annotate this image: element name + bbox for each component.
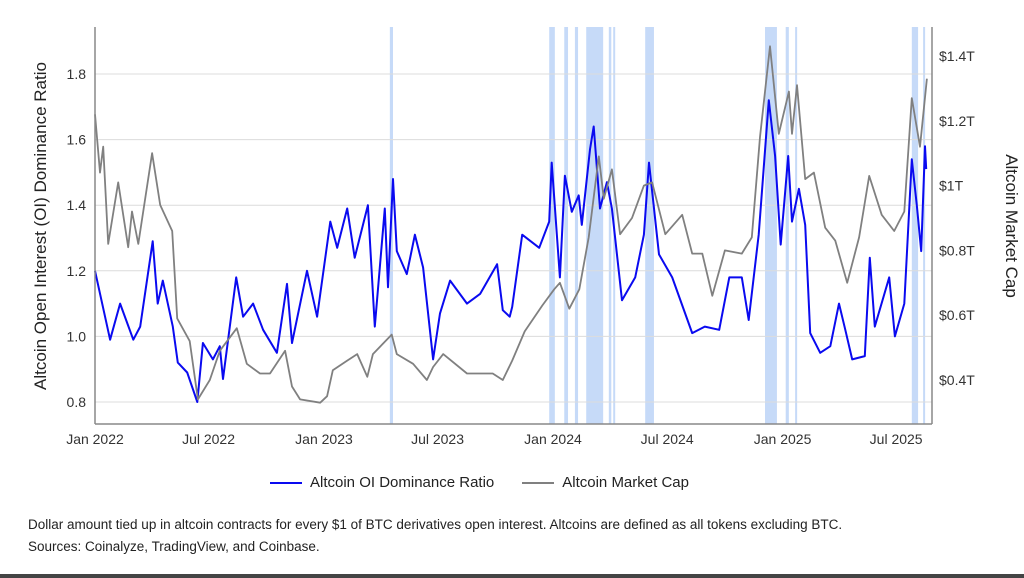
legend-item-market-cap[interactable]: Altcoin Market Cap: [522, 474, 689, 491]
shaded-periods: [389, 27, 926, 424]
x-tick-label: Jan 2025: [754, 431, 812, 447]
shaded-period: [549, 27, 555, 424]
x-tick-label: Jul 2023: [411, 431, 464, 447]
legend-swatch-gray: [522, 481, 555, 484]
shaded-period: [574, 27, 579, 424]
y-axis-left-title: Altcoin Open Interest (OI) Dominance Rat…: [31, 62, 50, 390]
dual-axis-line-chart: 0.8 1.0 1.2 1.4 1.6 1.8 $0.4T $0.6T $0.8T $1T $1.2…: [31, 27, 1021, 447]
y-axis-right-title: Altcoin Market Cap: [1002, 154, 1021, 298]
shaded-period: [911, 27, 919, 424]
shaded-period: [564, 27, 569, 424]
y-tick-label-left: 1.8: [67, 66, 87, 82]
y-tick-label-right: $0.8T: [939, 242, 975, 258]
legend-label: Altcoin Market Cap: [562, 474, 689, 491]
y-tick-label-left: 1.2: [67, 263, 87, 279]
y-tick-label-left: 1.4: [67, 197, 87, 213]
y-tick-label-left: 1.0: [67, 328, 87, 344]
series-line-oi-ratio: [94, 99, 928, 403]
x-tick-label: Jan 2024: [524, 431, 582, 447]
y-tick-label-left: 0.8: [67, 394, 87, 410]
legend-label: Altcoin OI Dominance Ratio: [310, 474, 495, 491]
x-tick-label: Jan 2023: [295, 431, 353, 447]
y-tick-label-right: $1.4T: [939, 48, 975, 64]
shaded-period: [608, 27, 612, 424]
x-tick-label: Jan 2022: [66, 431, 124, 447]
y-tick-label-right: $0.4T: [939, 372, 975, 388]
series-line-market-cap: [94, 45, 928, 404]
shaded-period: [785, 27, 789, 424]
legend-item-oi-ratio[interactable]: Altcoin OI Dominance Ratio: [270, 474, 494, 491]
chart-caption: Dollar amount tied up in altcoin contrac…: [28, 517, 843, 554]
shaded-period: [795, 27, 798, 424]
gridlines: [95, 73, 932, 403]
bottom-border: [0, 574, 1024, 578]
tick-labels: 0.8 1.0 1.2 1.4 1.6 1.8 $0.4T $0.6T $0.8T $1T $1.2…: [66, 48, 975, 447]
x-tick-label: Jul 2024: [641, 431, 694, 447]
shaded-period: [586, 27, 604, 424]
x-tick-label: Jul 2022: [182, 431, 235, 447]
shaded-period: [765, 27, 777, 424]
legend-swatch-blue: [270, 481, 302, 484]
y-tick-label-right: $0.6T: [939, 307, 975, 323]
y-tick-label-right: $1T: [939, 178, 964, 194]
series-lines: [94, 45, 928, 404]
y-tick-label-left: 1.6: [67, 132, 87, 148]
shaded-period: [923, 27, 926, 424]
x-tick-label: Jul 2025: [870, 431, 923, 447]
axes: [94, 27, 933, 425]
y-tick-label-right: $1.2T: [939, 113, 975, 129]
shaded-period: [645, 27, 654, 424]
legend: Altcoin OI Dominance Ratio Altcoin Marke…: [270, 474, 689, 491]
